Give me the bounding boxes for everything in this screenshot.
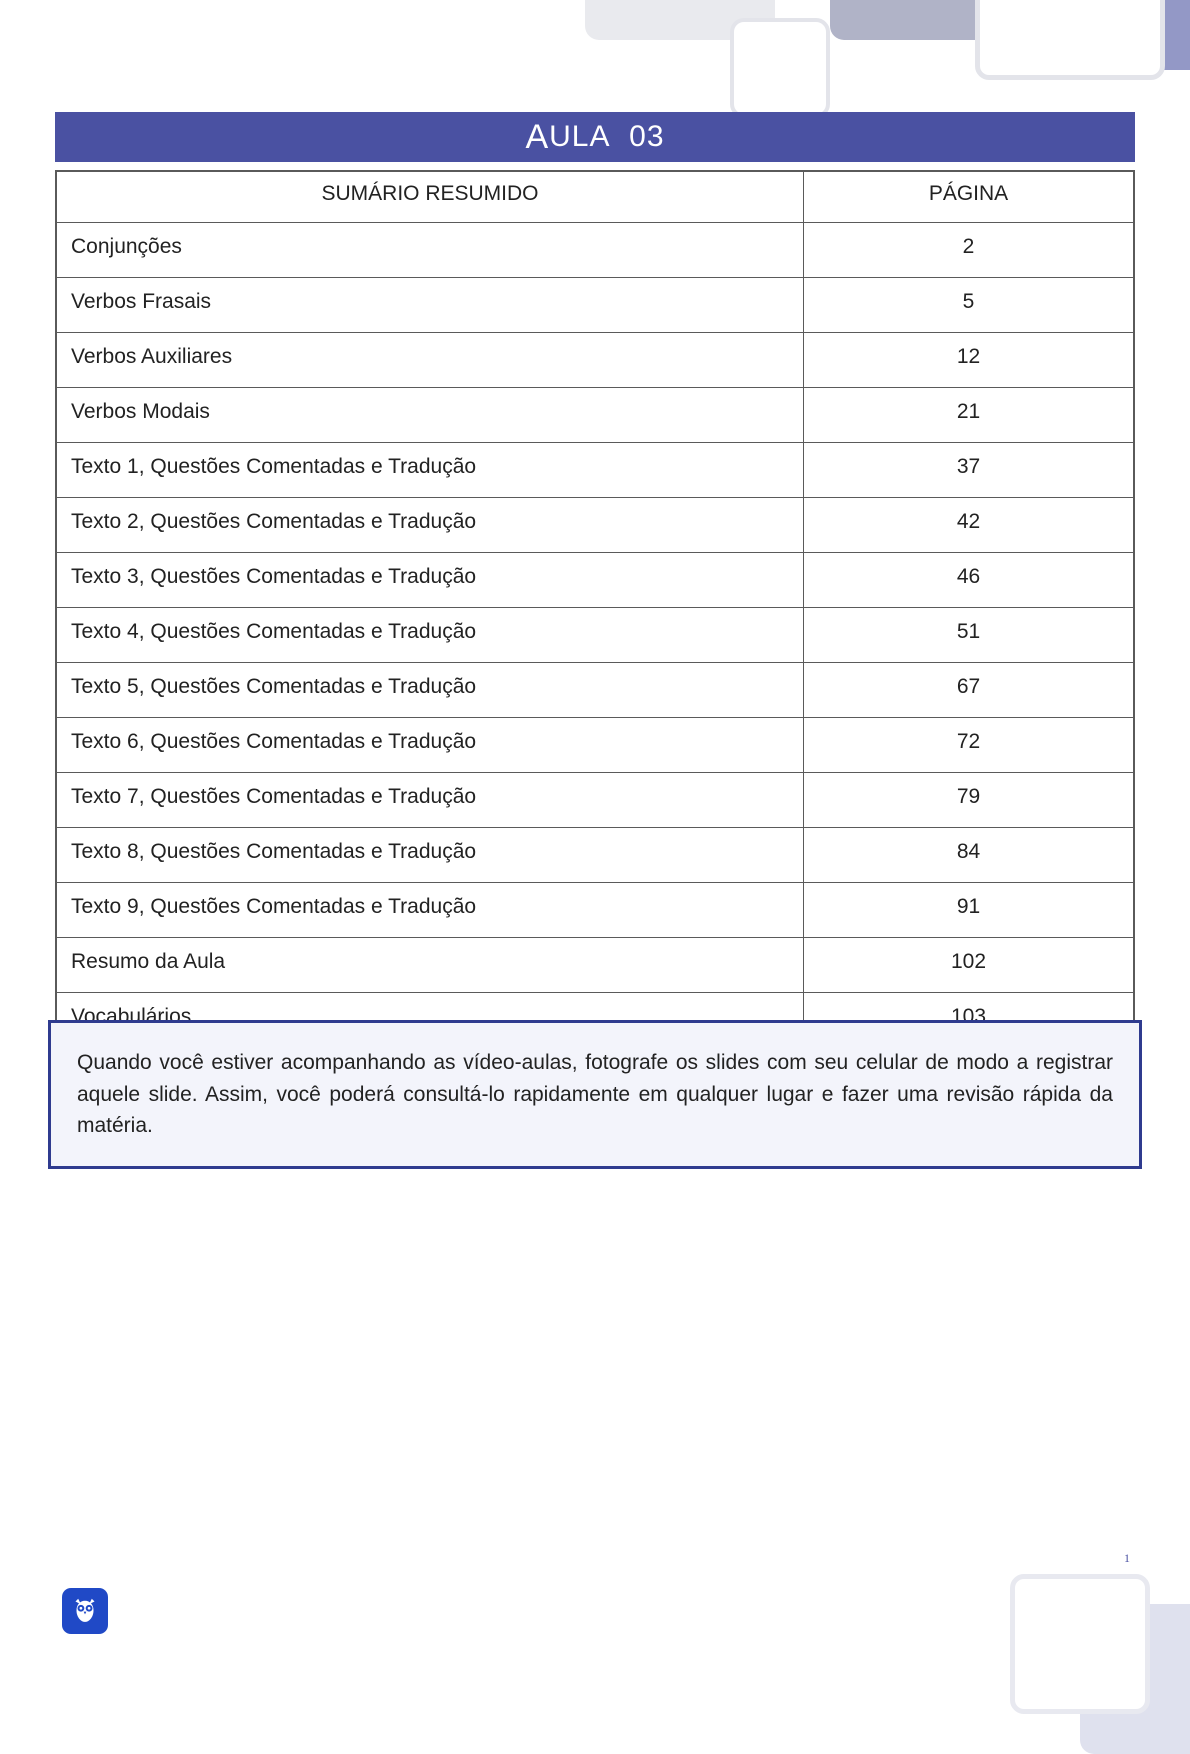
table-row: Texto 8, Questões Comentadas e Tradução8…: [57, 828, 1134, 883]
topic-cell: Texto 9, Questões Comentadas e Tradução: [57, 883, 804, 938]
header-topic: SUMÁRIO RESUMIDO: [57, 172, 804, 223]
topic-cell: Texto 2, Questões Comentadas e Tradução: [57, 498, 804, 553]
title-prefix-cap: A: [525, 118, 549, 157]
page-cell: 46: [804, 553, 1134, 608]
page-cell: 84: [804, 828, 1134, 883]
table-row: Texto 5, Questões Comentadas e Tradução6…: [57, 663, 1134, 718]
page-cell: 51: [804, 608, 1134, 663]
note-text: Quando você estiver acompanhando as víde…: [77, 1051, 1113, 1137]
topic-cell: Verbos Modais: [57, 388, 804, 443]
page-cell: 12: [804, 333, 1134, 388]
study-tip-note: Quando você estiver acompanhando as víde…: [48, 1020, 1142, 1169]
table-row: Verbos Modais21: [57, 388, 1134, 443]
topic-cell: Conjunções: [57, 223, 804, 278]
table-row: Texto 2, Questões Comentadas e Tradução4…: [57, 498, 1134, 553]
topic-cell: Texto 6, Questões Comentadas e Tradução: [57, 718, 804, 773]
topic-cell: Resumo da Aula: [57, 938, 804, 993]
page-cell: 2: [804, 223, 1134, 278]
page-cell: 79: [804, 773, 1134, 828]
summary-table: SUMÁRIO RESUMIDO PÁGINA Conjunções2Verbo…: [56, 171, 1134, 1158]
topic-cell: Texto 7, Questões Comentadas e Tradução: [57, 773, 804, 828]
page-cell: 5: [804, 278, 1134, 333]
topic-cell: Texto 1, Questões Comentadas e Tradução: [57, 443, 804, 498]
topic-cell: Verbos Frasais: [57, 278, 804, 333]
page-cell: 42: [804, 498, 1134, 553]
title-number: 03: [629, 120, 664, 154]
table-row: Texto 1, Questões Comentadas e Tradução3…: [57, 443, 1134, 498]
topic-cell: Verbos Auxiliares: [57, 333, 804, 388]
page-cell: 21: [804, 388, 1134, 443]
table-row: Resumo da Aula102: [57, 938, 1134, 993]
page-cell: 102: [804, 938, 1134, 993]
owl-logo-icon: [62, 1588, 108, 1634]
summary-table-container: SUMÁRIO RESUMIDO PÁGINA Conjunções2Verbo…: [55, 170, 1135, 1159]
topic-cell: Texto 8, Questões Comentadas e Tradução: [57, 828, 804, 883]
table-header-row: SUMÁRIO RESUMIDO PÁGINA: [57, 172, 1134, 223]
table-row: Texto 3, Questões Comentadas e Tradução4…: [57, 553, 1134, 608]
table-row: Texto 4, Questões Comentadas e Tradução5…: [57, 608, 1134, 663]
page-cell: 91: [804, 883, 1134, 938]
title-prefix-rest: ULA: [549, 120, 610, 154]
decorative-top: [430, 0, 1190, 120]
topic-cell: Texto 5, Questões Comentadas e Tradução: [57, 663, 804, 718]
table-row: Texto 6, Questões Comentadas e Tradução7…: [57, 718, 1134, 773]
topic-cell: Texto 3, Questões Comentadas e Tradução: [57, 553, 804, 608]
page-cell: 37: [804, 443, 1134, 498]
table-row: Texto 9, Questões Comentadas e Tradução9…: [57, 883, 1134, 938]
page-cell: 67: [804, 663, 1134, 718]
page-number: 1: [1124, 1551, 1130, 1566]
page-cell: 72: [804, 718, 1134, 773]
table-row: Verbos Frasais5: [57, 278, 1134, 333]
table-row: Conjunções2: [57, 223, 1134, 278]
topic-cell: Texto 4, Questões Comentadas e Tradução: [57, 608, 804, 663]
decorative-bottom: [930, 1524, 1190, 1684]
lesson-title-banner: AULA 03: [55, 112, 1135, 162]
table-row: Verbos Auxiliares12: [57, 333, 1134, 388]
header-page: PÁGINA: [804, 172, 1134, 223]
table-row: Texto 7, Questões Comentadas e Tradução7…: [57, 773, 1134, 828]
